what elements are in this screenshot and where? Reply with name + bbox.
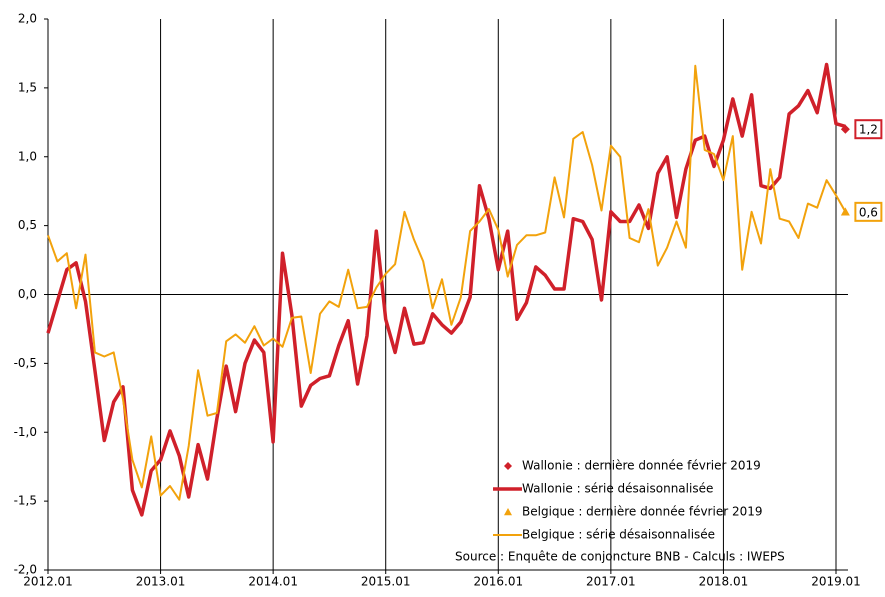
y-tick-label: -0,5	[14, 356, 37, 370]
x-tick-label: 2013.01	[136, 575, 186, 589]
legend-marker	[504, 462, 512, 470]
x-tick-label: 2014.01	[248, 575, 298, 589]
series-line	[47, 64, 847, 501]
y-tick-label: -1,5	[14, 494, 37, 508]
value-label-box	[854, 201, 883, 222]
x-tick-label: 2016.01	[473, 575, 523, 589]
legend-label: Wallonie : dernière donnée février 2019	[522, 459, 761, 473]
series-line	[46, 62, 846, 517]
y-tick-label: -2,0	[14, 563, 37, 577]
legend-label: Wallonie : série désaisonnalisée	[522, 482, 713, 496]
legend-label: Belgique : série désaisonnalisée	[522, 528, 715, 542]
x-tick-label: 2017.01	[586, 575, 636, 589]
value-label: 1,2	[859, 123, 878, 137]
source: Source : Enquête de conjoncture BNB - Ca…	[455, 550, 785, 564]
value-label-box	[854, 119, 883, 140]
y-tick-label: 0,5	[18, 218, 37, 232]
x-tick-label: 2018.01	[699, 575, 749, 589]
x-tick-label: 2015.01	[361, 575, 411, 589]
y-tick-label: 2,0	[18, 12, 37, 26]
x-tick-label: 2019.01	[811, 575, 861, 589]
y-tick-label: -1,0	[14, 425, 37, 439]
value-label: 0,6	[859, 205, 878, 219]
y-tick-label: 1,0	[18, 149, 37, 163]
y-tick-label: 1,5	[18, 80, 37, 94]
legend-label: Belgique : dernière donnée février 2019	[522, 505, 763, 519]
legend-marker	[504, 508, 512, 516]
x-tick-label: 2012.01	[23, 575, 73, 589]
y-tick-label: 0,0	[18, 287, 37, 301]
